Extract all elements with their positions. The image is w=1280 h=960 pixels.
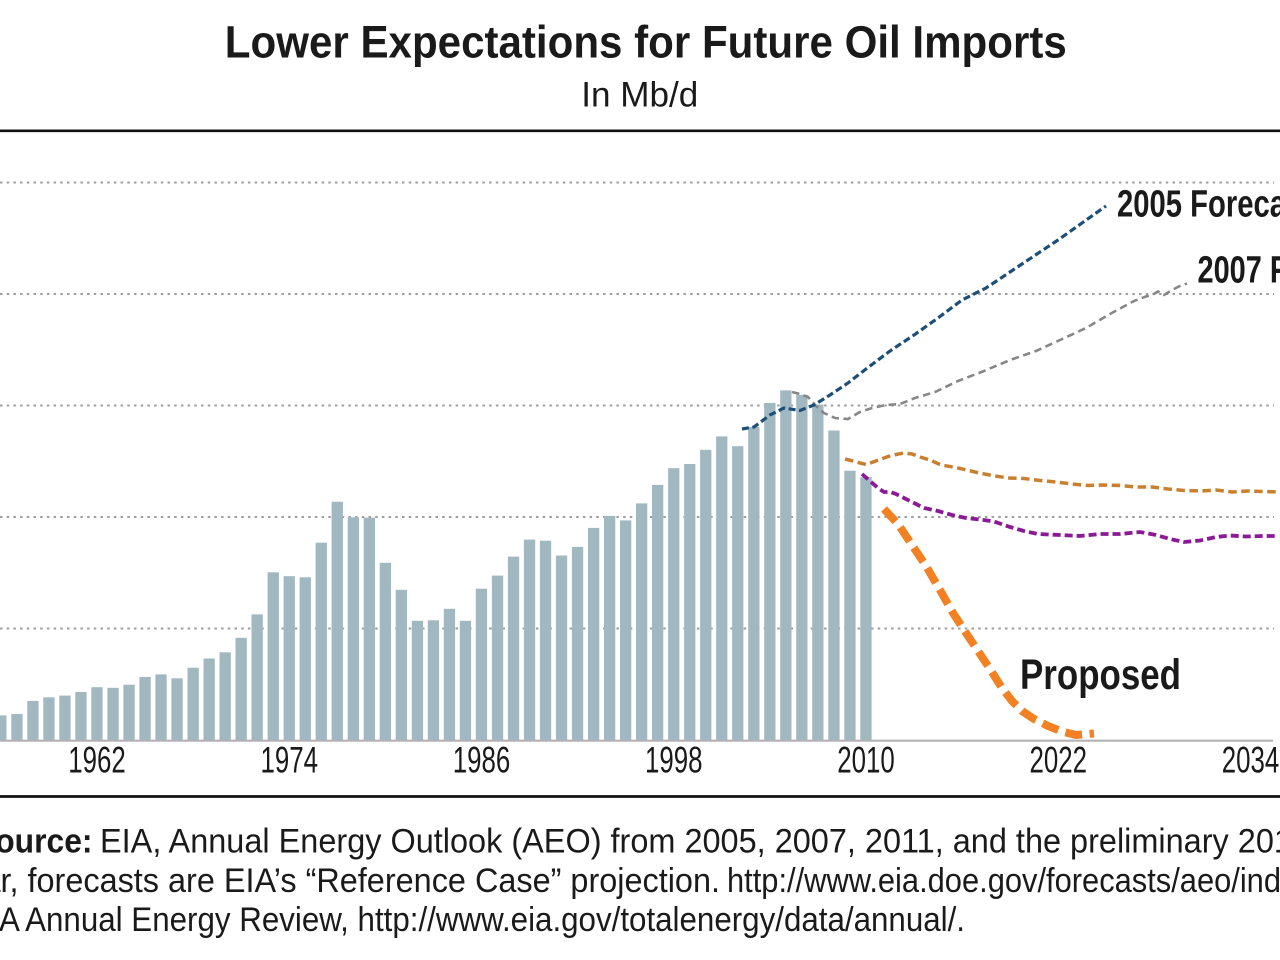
svg-text:Proposed: Proposed	[1020, 652, 1181, 699]
svg-text:EIA, Annual Energy Outlook (AE: EIA, Annual Energy Outlook (AEO) from 20…	[100, 823, 1280, 861]
svg-text:2034: 2034	[1222, 740, 1280, 781]
svg-text:EIA Annual Energy Review, http: EIA Annual Energy Review, http://www.eia…	[0, 901, 965, 939]
svg-text:1974: 1974	[260, 740, 318, 781]
svg-text:Source:: Source:	[0, 823, 93, 861]
svg-text:1998: 1998	[645, 740, 703, 781]
svg-text:2007 Forecast: 2007 Forecast	[1198, 249, 1280, 292]
svg-text:Lower Expectations for Future: Lower Expectations for Future Oil Import…	[225, 17, 1067, 68]
svg-text:1962: 1962	[68, 740, 126, 781]
svg-text:1986: 1986	[453, 740, 511, 781]
svg-text:http://www.eia.doe.gov/forecas: http://www.eia.doe.gov/forecasts/aeo/ind…	[727, 862, 1280, 900]
svg-text:In Mb/d: In Mb/d	[581, 76, 698, 115]
svg-text:2005 Forecast: 2005 Forecast	[1117, 183, 1280, 226]
svg-text:year, forecasts are EIA’s “Ref: year, forecasts are EIA’s “Reference Cas…	[0, 862, 720, 900]
svg-text:2022: 2022	[1029, 740, 1087, 781]
svg-text:2010: 2010	[837, 740, 895, 781]
